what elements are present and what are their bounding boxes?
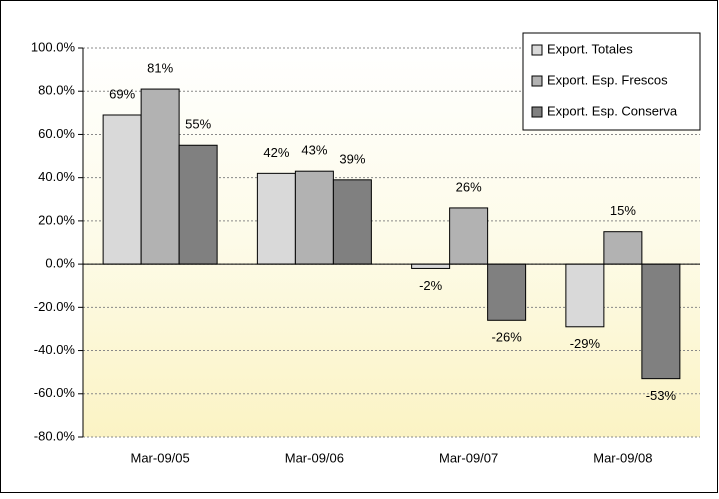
y-tick-label: 80.0%: [38, 83, 75, 98]
legend-swatch: [531, 106, 543, 118]
value-label: -2%: [419, 278, 443, 293]
bar: [449, 207, 489, 265]
value-label: 55%: [185, 117, 211, 132]
legend-swatch: [531, 44, 543, 56]
y-tick-label: 0.0%: [45, 256, 75, 271]
value-label: 39%: [339, 151, 365, 166]
y-tick-label: 60.0%: [38, 126, 75, 141]
bar: [256, 172, 296, 265]
bar: [565, 263, 605, 328]
bar: [487, 263, 527, 321]
value-label: 43%: [301, 143, 327, 158]
y-tick-label: 40.0%: [38, 169, 75, 184]
legend-label: Export. Esp. Frescos: [547, 72, 668, 87]
legend-label: Export. Totales: [547, 41, 633, 56]
value-label: 69%: [109, 86, 135, 101]
y-tick-label: -80.0%: [34, 428, 76, 443]
y-tick-label: -20.0%: [34, 299, 76, 314]
bar: [178, 144, 218, 265]
bar: [140, 88, 180, 265]
legend-swatch: [531, 75, 543, 87]
x-tick-label: Mar-09/07: [439, 450, 498, 465]
value-label: 81%: [147, 60, 173, 75]
y-tick-label: -40.0%: [34, 342, 76, 357]
bar: [294, 170, 334, 265]
bar: [102, 114, 142, 265]
bar: [411, 263, 451, 269]
bar: [332, 179, 372, 265]
value-label: -29%: [570, 336, 601, 351]
value-label: 26%: [456, 179, 482, 194]
legend-box: [522, 32, 701, 131]
bar: [603, 231, 643, 265]
y-tick-label: 20.0%: [38, 212, 75, 227]
y-tick-label: 100.0%: [31, 39, 76, 54]
x-tick-label: Mar-09/05: [131, 450, 190, 465]
x-tick-label: Mar-09/06: [285, 450, 344, 465]
legend-label: Export. Esp. Conserva: [547, 103, 678, 118]
value-label: 15%: [610, 203, 636, 218]
y-tick-label: -60.0%: [34, 385, 76, 400]
bar: [641, 263, 681, 380]
value-label: -53%: [646, 388, 677, 403]
value-label: 42%: [263, 145, 289, 160]
value-label: -26%: [491, 330, 522, 345]
x-tick-label: Mar-09/08: [593, 450, 652, 465]
